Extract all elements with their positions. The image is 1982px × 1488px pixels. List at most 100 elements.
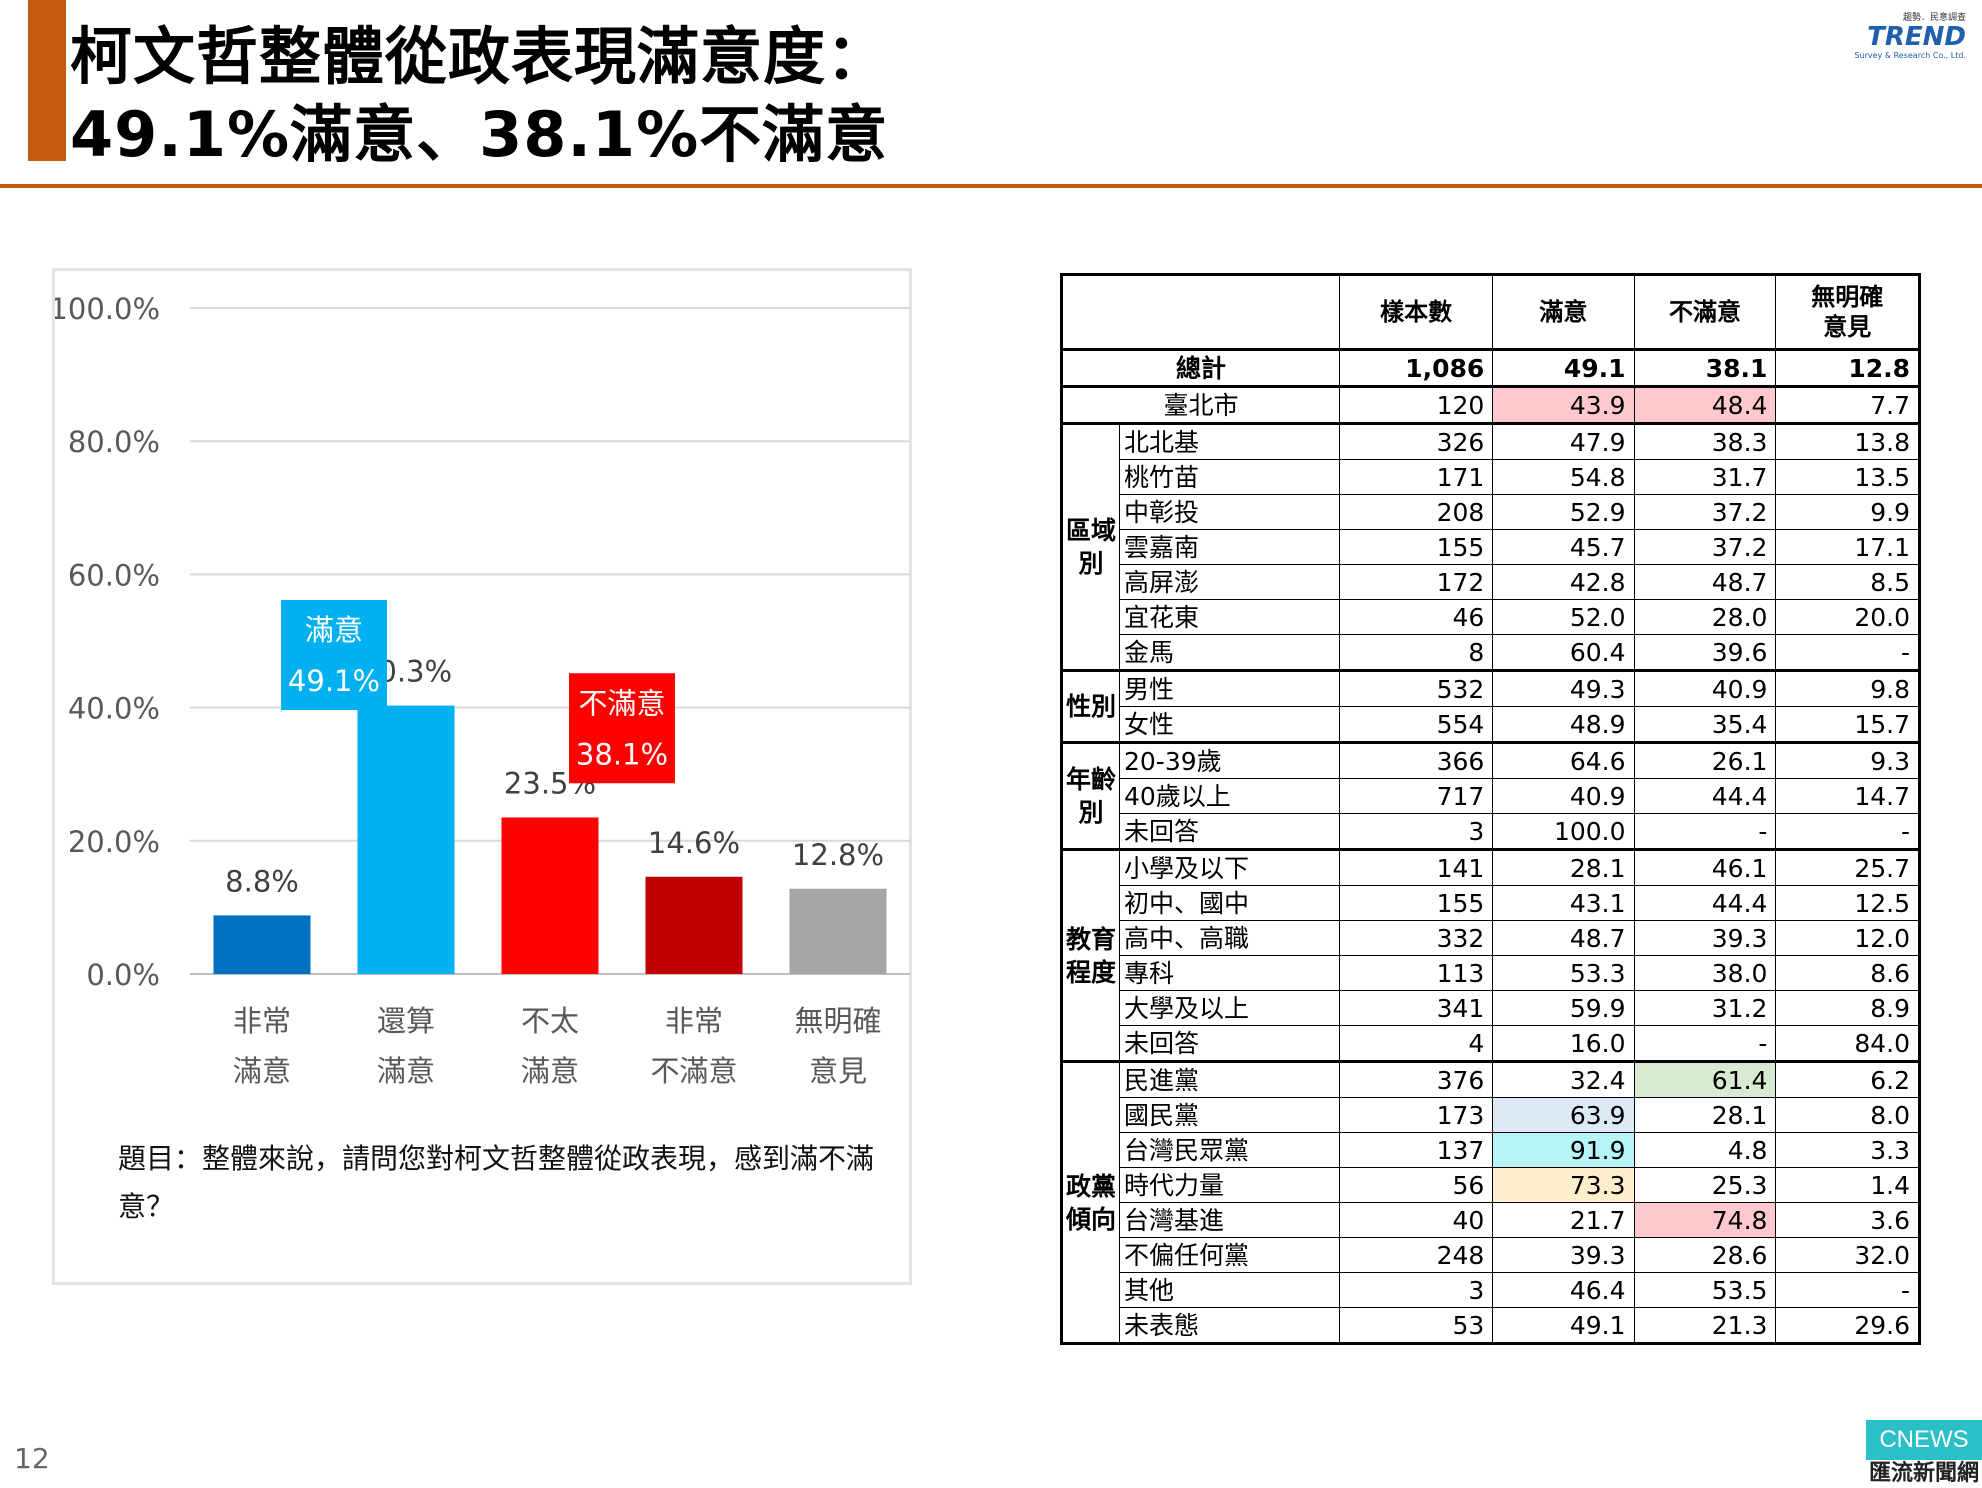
table-row: 40歲以上 717 40.9 44.4 14.7	[1062, 778, 1921, 814]
breakdown-table: 樣本數 滿意 不滿意 無明確 意見 總計 1,086 49.1 38.1 12.8 臺北市 120 43…	[1059, 273, 1921, 1345]
bar-value-label: 14.6%	[648, 826, 740, 860]
y-tick-label: 60.0%	[68, 558, 160, 592]
table-cell: 208	[1339, 494, 1494, 530]
table-cell: 366	[1339, 741, 1494, 779]
column-header: 無明確 意見	[1775, 273, 1921, 351]
table-cell: 38.3	[1633, 422, 1777, 460]
row-label: 北北基	[1118, 422, 1341, 460]
row-label: 民進黨	[1118, 1060, 1341, 1098]
table-cell: 120	[1339, 386, 1494, 424]
table-row: 未回答 3 100.0- -	[1062, 813, 1921, 850]
table-cell: 8	[1339, 634, 1494, 671]
table-row: 國民黨 173 63.9 28.1 8.0	[1062, 1097, 1921, 1133]
table-cell: 38.0	[1633, 955, 1777, 991]
cnews-logo-bottom: 匯流新聞網	[1868, 1461, 1979, 1486]
table-cell: 32.0	[1775, 1237, 1921, 1273]
table-cell: 6.2	[1775, 1060, 1921, 1098]
table-row-taipei: 臺北市 120 43.9 48.4 7.7	[1059, 386, 1921, 424]
table-cell: 40.9	[1633, 669, 1777, 707]
callout-box	[281, 599, 387, 710]
table-cell: 4	[1339, 1025, 1494, 1062]
table-row: 大學及以上 341 59.9 31.2 8.9	[1062, 990, 1921, 1026]
x-tick-label: 非常	[233, 1004, 291, 1038]
table-cell: 13.8	[1775, 422, 1921, 460]
table-cell: 48.7	[1633, 564, 1777, 600]
table-cell: 172	[1339, 564, 1494, 600]
table-cell: 42.8	[1492, 564, 1635, 600]
table-cell: 17.1	[1775, 529, 1921, 565]
table-cell: 717	[1339, 778, 1494, 814]
group-label: 區域別	[1060, 422, 1120, 672]
row-label: 中彰投	[1118, 494, 1341, 530]
table-cell: 8.6	[1775, 955, 1921, 991]
table-row-total: 總計 1,086 49.1 38.1 12.8	[1059, 349, 1921, 388]
table-row: 台灣基進 40 21.7 74.8 3.6	[1062, 1202, 1921, 1238]
table-cell: 332	[1339, 920, 1494, 956]
table-cell: 39.6	[1633, 634, 1777, 671]
table-header-row: 樣本數 滿意 不滿意 無明確 意見	[1059, 273, 1921, 351]
table-cell: 31.2	[1633, 990, 1777, 1026]
table-row: 專科 113 53.3 38.0 8.6	[1062, 955, 1921, 991]
table-cell: 9.9	[1775, 494, 1921, 530]
row-label: 台灣民眾黨	[1118, 1132, 1341, 1168]
column-header-text: 無明確	[1811, 283, 1884, 311]
row-label: 40歲以上	[1118, 778, 1341, 814]
table-cell: 15.7	[1775, 706, 1921, 743]
table-cell: 12.8	[1775, 349, 1921, 388]
table-cell: 20.0	[1775, 599, 1921, 635]
callout-box	[569, 673, 675, 784]
table-cell: 63.9	[1492, 1097, 1635, 1133]
table-cell: 1,086	[1339, 349, 1494, 388]
y-tick-label: 100.0%	[55, 292, 160, 326]
header-blank	[1059, 273, 1341, 351]
row-label: 未回答	[1118, 813, 1341, 850]
table-cell: 46.1	[1633, 848, 1777, 886]
table-cell: 14.7	[1775, 778, 1921, 814]
table-cell: 49.1	[1492, 349, 1635, 388]
table-cell: 7.7	[1775, 386, 1921, 424]
y-tick-label: 20.0%	[68, 825, 160, 859]
table-cell: 45.7	[1492, 529, 1635, 565]
table-cell: 8.9	[1775, 990, 1921, 1026]
group-label: 教育程度	[1060, 848, 1120, 1063]
row-label: 高中、高職	[1118, 920, 1341, 956]
table-cell: 61.4	[1633, 1060, 1777, 1098]
table-cell: -	[1633, 1025, 1777, 1062]
table-cell: 3	[1339, 1272, 1494, 1308]
table-cell: 40	[1339, 1202, 1494, 1238]
table-cell: 21.7	[1492, 1202, 1635, 1238]
table-cell: 37.2	[1633, 494, 1777, 530]
table-row: 時代力量 56 73.3 25.3 1.4	[1062, 1167, 1921, 1203]
table-cell: 3.3	[1775, 1132, 1921, 1168]
x-tick-label: 滿意	[233, 1054, 291, 1088]
table-row: 區域別 北北基 326 47.9 38.3 13.8	[1060, 422, 1921, 672]
row-label: 雲嘉南	[1118, 529, 1341, 565]
bar	[213, 915, 311, 974]
survey-question: 題目：整體來說，請問您對柯文哲整體從政表現，感到滿不滿意？	[118, 1142, 875, 1223]
table-cell: 9.8	[1775, 669, 1921, 707]
table-cell: 3.6	[1775, 1202, 1921, 1238]
table-cell: -	[1775, 1272, 1921, 1308]
table-cell: 16.0	[1492, 1025, 1635, 1062]
logo-tagline: 趨勢．民意調查	[1902, 13, 1966, 23]
title-line-1: 柯文哲整體從政表現滿意度：	[70, 20, 890, 93]
table-cell: 74.8	[1633, 1202, 1777, 1238]
table-cell: 4.8	[1633, 1132, 1777, 1168]
cnews-logo: CNEWS 匯流新聞網	[1866, 1420, 1982, 1488]
table-cell: 32.4	[1492, 1060, 1635, 1098]
table-cell: 48.4	[1633, 386, 1777, 424]
row-label: 男性	[1118, 669, 1341, 707]
table-cell: 64.6	[1492, 741, 1635, 779]
table-cell: 39.3	[1492, 1237, 1635, 1273]
row-label: 20-39歲	[1118, 741, 1341, 779]
table-cell: 53.5	[1633, 1272, 1777, 1308]
table-cell: 48.9	[1492, 706, 1635, 743]
table-cell: 25.7	[1775, 848, 1921, 886]
callout-value: 49.1%	[288, 664, 380, 698]
table-cell: 48.7	[1492, 920, 1635, 956]
table-row: 未表態 53 49.1 21.3 29.6	[1062, 1307, 1921, 1345]
table-cell: 532	[1339, 669, 1494, 707]
table-cell: 28.1	[1633, 1097, 1777, 1133]
table-cell: 40.9	[1492, 778, 1635, 814]
table-cell: 91.9	[1492, 1132, 1635, 1168]
